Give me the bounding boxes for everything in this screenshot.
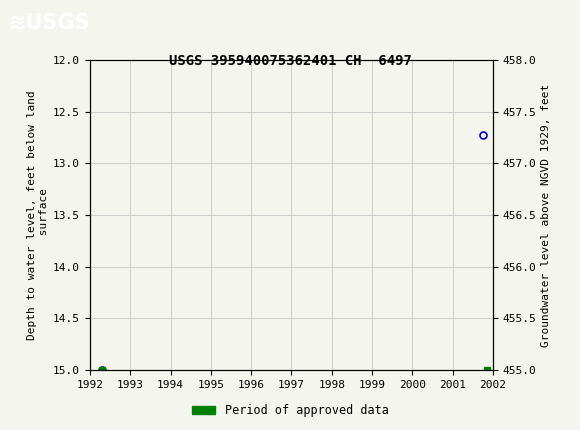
Text: ≋USGS: ≋USGS [9,12,90,33]
Y-axis label: Groundwater level above NGVD 1929, feet: Groundwater level above NGVD 1929, feet [541,83,550,347]
Text: USGS 395940075362401 CH  6497: USGS 395940075362401 CH 6497 [169,54,411,68]
Legend: Period of approved data: Period of approved data [187,399,393,422]
Y-axis label: Depth to water level, feet below land
 surface: Depth to water level, feet below land su… [27,90,49,340]
